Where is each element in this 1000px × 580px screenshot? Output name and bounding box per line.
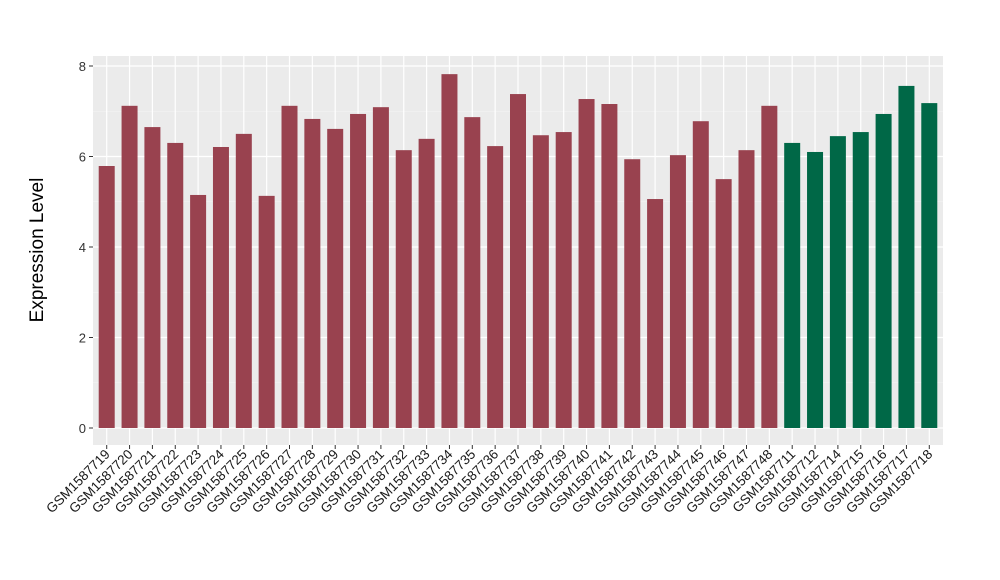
bar-GSM1587742 xyxy=(624,159,641,428)
y-tick-label: 4 xyxy=(79,240,86,255)
bar-GSM1587720 xyxy=(121,105,138,428)
bar-GSM1587726 xyxy=(258,195,275,428)
bar-GSM1587748 xyxy=(761,105,778,428)
y-tick-label: 8 xyxy=(79,59,86,74)
bar-GSM1587731 xyxy=(372,107,389,429)
y-tick-label: 0 xyxy=(79,421,86,436)
bar-GSM1587728 xyxy=(304,118,321,428)
bar-GSM1587725 xyxy=(235,133,252,428)
bar-GSM1587730 xyxy=(350,113,367,428)
bar-GSM1587722 xyxy=(167,142,184,429)
bar-GSM1587717 xyxy=(898,85,915,428)
bar-GSM1587735 xyxy=(464,117,481,428)
bar-GSM1587747 xyxy=(738,150,755,429)
bar-GSM1587746 xyxy=(715,179,732,428)
bar-GSM1587714 xyxy=(829,136,846,428)
bar-GSM1587743 xyxy=(647,199,664,428)
bar-GSM1587745 xyxy=(692,121,709,428)
bar-GSM1587739 xyxy=(555,132,572,428)
bar-GSM1587727 xyxy=(281,105,298,428)
y-tick-label: 2 xyxy=(79,331,86,346)
bar-GSM1587723 xyxy=(190,194,207,428)
bar-GSM1587736 xyxy=(487,146,504,428)
bar-GSM1587711 xyxy=(784,142,801,429)
bar-GSM1587732 xyxy=(395,150,412,429)
bar-GSM1587734 xyxy=(441,74,458,429)
bar-GSM1587744 xyxy=(669,155,686,428)
bar-GSM1587733 xyxy=(418,138,435,429)
bar-GSM1587737 xyxy=(510,94,526,429)
bar-GSM1587719 xyxy=(98,166,115,428)
bar-GSM1587741 xyxy=(601,104,618,428)
bar-GSM1587740 xyxy=(578,99,595,428)
bar-GSM1587721 xyxy=(144,127,161,429)
bar-GSM1587715 xyxy=(852,132,869,428)
bar-GSM1587724 xyxy=(212,146,229,428)
bar-GSM1587738 xyxy=(532,135,549,429)
bar-GSM1587716 xyxy=(875,113,892,428)
bar-GSM1587718 xyxy=(921,103,938,428)
bar-GSM1587712 xyxy=(807,151,824,428)
y-tick-label: 6 xyxy=(79,150,86,165)
y-axis-label: Expression Level xyxy=(27,178,48,323)
bar-GSM1587729 xyxy=(327,128,344,428)
